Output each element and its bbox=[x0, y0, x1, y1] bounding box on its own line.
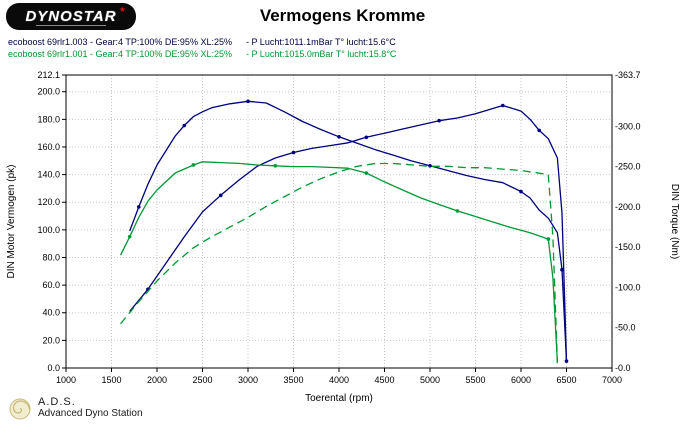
series-marker bbox=[519, 189, 523, 194]
x-tick-label: 2500 bbox=[192, 375, 212, 385]
x-tick-label: 3500 bbox=[283, 375, 303, 385]
series-marker bbox=[246, 99, 250, 104]
right-tick-label: -0.0 bbox=[615, 363, 631, 373]
x-tick-label: 1000 bbox=[56, 375, 76, 385]
series-torque-ecoboost-69rlr1-001-nm- bbox=[120, 161, 559, 364]
run-2-label: ecoboost 69rlr1.001 - Gear:4 TP:100% DE:… bbox=[8, 49, 232, 59]
logo-underline bbox=[36, 25, 106, 26]
series-power-ecoboost-69rlr1-001-pk- bbox=[120, 162, 559, 363]
x-tick-label: 4000 bbox=[329, 375, 349, 385]
left-tick-label: 120.0 bbox=[37, 197, 60, 207]
ads-abbr: A.D.S. bbox=[38, 396, 76, 408]
dynostar-logo: DYNOSTAR ★ bbox=[6, 3, 136, 30]
left-tick-label: 100.0 bbox=[37, 225, 60, 235]
series-marker bbox=[337, 134, 341, 139]
x-axis-label: Toerental (rpm) bbox=[305, 393, 373, 404]
x-tick-label: 2000 bbox=[147, 375, 167, 385]
left-tick-label: 160.0 bbox=[37, 142, 60, 152]
series-marker bbox=[364, 135, 369, 140]
ads-name: Advanced Dyno Station bbox=[38, 408, 143, 419]
series-power-ecoboost-69rlr1-003-pk- bbox=[129, 104, 568, 362]
x-tick-label: 5500 bbox=[465, 375, 485, 385]
run-legend-2: ecoboost 69rlr1.001 - Gear:4 TP:100% DE:… bbox=[8, 49, 396, 59]
y-right-axis-label: DIN Torque (Nm) bbox=[669, 184, 680, 259]
left-tick-label: 200.0 bbox=[37, 87, 60, 97]
x-tick-label: 3000 bbox=[238, 375, 258, 385]
series-marker bbox=[437, 118, 441, 123]
right-tick-label: -150.0 bbox=[615, 242, 641, 252]
series-torque-ecoboost-69rlr1-003-nm- bbox=[129, 100, 568, 362]
series-marker bbox=[455, 209, 460, 213]
right-tick-label: -50.0 bbox=[615, 323, 636, 333]
series-marker bbox=[273, 163, 278, 168]
series-marker bbox=[546, 237, 551, 241]
series-marker bbox=[137, 205, 141, 209]
left-tick-label: 0.0 bbox=[47, 363, 60, 373]
page-title: Vermogens Kromme bbox=[259, 6, 426, 25]
run-1-conditions: - P Lucht:1011.1mBar T° lucht:15.6°C bbox=[245, 37, 396, 47]
left-tick-label: 40.0 bbox=[42, 308, 60, 318]
x-tick-label: 6000 bbox=[511, 375, 531, 385]
series-marker bbox=[218, 193, 223, 198]
series-marker bbox=[428, 163, 432, 168]
series-marker bbox=[364, 171, 369, 175]
run-legend-1: ecoboost 69rlr1.003 - Gear:4 TP:100% DE:… bbox=[8, 37, 396, 47]
ads-text-block: A.D.S. Advanced Dyno Station bbox=[38, 396, 143, 419]
left-tick-label: 20.0 bbox=[42, 335, 60, 345]
x-tick-label: 4500 bbox=[374, 375, 394, 385]
logo-star-icon: ★ bbox=[118, 5, 126, 14]
ads-spiral-icon bbox=[9, 398, 31, 420]
x-tick-label: 1500 bbox=[101, 375, 121, 385]
left-tick-label: 80.0 bbox=[42, 252, 60, 262]
dynostar-logo-text: DYNOSTAR bbox=[25, 8, 117, 25]
series-marker bbox=[501, 103, 505, 108]
right-tick-label: -200.0 bbox=[615, 202, 641, 212]
x-tick-label: 6500 bbox=[556, 375, 576, 385]
y-left-axis-label: DIN Motor Vermogen (pk) bbox=[6, 165, 17, 279]
series-marker bbox=[291, 150, 296, 155]
right-tick-label: -300.0 bbox=[615, 121, 641, 131]
x-tick-label: 7000 bbox=[602, 375, 622, 385]
series-marker bbox=[560, 267, 564, 272]
series-marker bbox=[182, 123, 187, 128]
right-tick-label: -250.0 bbox=[615, 162, 641, 172]
ads-footer: A.D.S. Advanced Dyno Station bbox=[8, 396, 143, 422]
series-marker bbox=[191, 163, 196, 167]
run-1-label: ecoboost 69rlr1.003 - Gear:4 TP:100% DE:… bbox=[8, 37, 232, 47]
right-tick-label: -363.7 bbox=[615, 70, 641, 80]
left-tick-label: 140.0 bbox=[37, 170, 60, 180]
series-marker bbox=[537, 128, 541, 133]
x-tick-label: 5000 bbox=[420, 375, 440, 385]
left-tick-label: 212.1 bbox=[37, 70, 60, 80]
left-tick-label: 60.0 bbox=[42, 280, 60, 290]
series-marker bbox=[127, 234, 132, 239]
run-2-conditions: - P Lucht:1015.0mBar T° lucht:15.8°C bbox=[245, 49, 397, 59]
right-tick-label: -100.0 bbox=[615, 282, 641, 292]
left-tick-label: 180.0 bbox=[37, 114, 60, 124]
